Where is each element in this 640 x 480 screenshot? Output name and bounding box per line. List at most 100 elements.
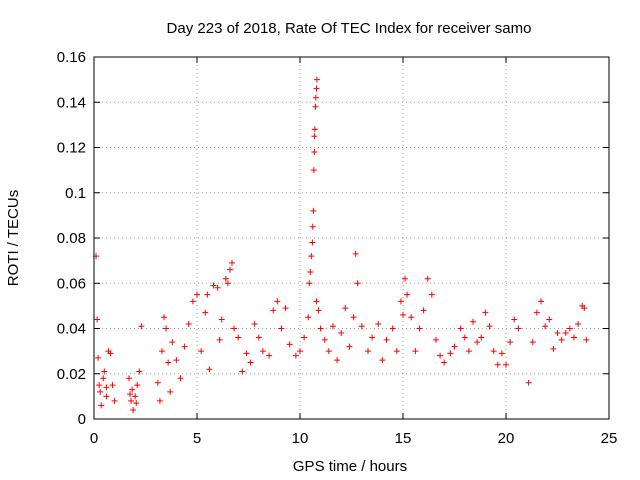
data-point (470, 318, 477, 325)
y-tick-label: 0.1 (65, 185, 86, 202)
data-point (581, 305, 588, 312)
data-point (247, 359, 254, 366)
data-point (204, 291, 211, 298)
data-point (311, 149, 318, 156)
data-point (231, 325, 238, 332)
data-point (243, 350, 250, 357)
data-point (375, 320, 382, 327)
data-point (490, 348, 497, 355)
data-point (554, 330, 561, 337)
data-point (408, 314, 415, 321)
y-axis-label: ROTI / TECUs (5, 190, 22, 286)
data-point (161, 314, 168, 321)
data-point (165, 359, 172, 366)
data-point (259, 348, 266, 355)
data-point (97, 388, 104, 395)
data-point (312, 94, 319, 101)
data-point (202, 309, 209, 316)
data-point (278, 325, 285, 332)
data-point (313, 298, 320, 305)
data-point (214, 284, 221, 291)
data-point (350, 314, 357, 321)
data-point (173, 357, 180, 364)
data-point (194, 291, 200, 298)
data-point (428, 291, 435, 298)
data-point (447, 350, 454, 357)
data-point (181, 343, 188, 350)
data-point (315, 307, 322, 314)
data-point (389, 325, 396, 332)
y-tick-label: 0.14 (57, 94, 86, 111)
data-point (478, 334, 485, 341)
data-point (169, 339, 176, 346)
data-point (511, 316, 518, 323)
data-point (457, 325, 464, 332)
data-point (364, 348, 371, 355)
data-point (550, 345, 557, 352)
data-point (132, 393, 139, 400)
data-point (270, 307, 277, 314)
data-point (310, 167, 317, 174)
data-point (486, 323, 493, 330)
y-tick-label: 0.08 (57, 230, 86, 247)
data-point (163, 325, 170, 332)
data-point (239, 368, 246, 375)
data-point (432, 336, 439, 343)
data-point (503, 361, 509, 368)
x-axis-ticks: 0 5 10 15 20 25 (90, 57, 617, 447)
data-point (566, 325, 573, 332)
data-point (420, 307, 427, 314)
data-point (325, 348, 332, 355)
x-tick-label: 10 (292, 430, 309, 447)
data-point (111, 397, 118, 404)
data-point (498, 350, 505, 357)
data-point (542, 323, 549, 330)
data-point (206, 366, 213, 373)
data-point (525, 379, 532, 386)
data-point (354, 280, 361, 287)
data-point (286, 341, 293, 348)
data-point (441, 359, 448, 366)
y-tick-label: 0.12 (57, 140, 86, 157)
data-point (397, 298, 404, 305)
data-point (507, 339, 514, 346)
plot-frame (93, 56, 610, 420)
data-point (226, 266, 233, 273)
data-point (309, 223, 316, 230)
data-point (136, 368, 143, 375)
y-axis-ticks: 0 0.02 0.04 0.06 0.08 0.1 0.12 0.14 0.16 (57, 49, 609, 428)
data-point (334, 357, 341, 364)
data-point (461, 334, 468, 341)
data-point (583, 336, 590, 343)
data-point (570, 334, 577, 341)
data-point (313, 85, 320, 92)
data-point (107, 350, 114, 357)
data-point (95, 354, 102, 361)
data-point (134, 382, 141, 389)
data-point (342, 305, 349, 312)
data-point (218, 316, 225, 323)
data-point (437, 352, 444, 359)
data-point (103, 384, 110, 391)
data-point (224, 280, 231, 287)
y-tick-label: 0.02 (57, 366, 86, 383)
x-tick-label: 15 (395, 430, 412, 447)
x-tick-label: 20 (498, 430, 515, 447)
data-point (222, 275, 229, 282)
data-point (329, 323, 336, 330)
data-point (379, 357, 386, 364)
data-point (494, 361, 501, 368)
data-point (216, 336, 223, 343)
data-point (307, 268, 314, 275)
data-point (282, 305, 289, 312)
data-point (312, 103, 319, 110)
data-point (538, 298, 545, 305)
data-point (306, 280, 313, 287)
y-tick-label: 0.06 (57, 275, 86, 292)
data-point (338, 330, 345, 337)
data-point (292, 352, 299, 359)
data-point (451, 343, 458, 350)
data-points (93, 76, 590, 413)
data-point (465, 348, 472, 355)
